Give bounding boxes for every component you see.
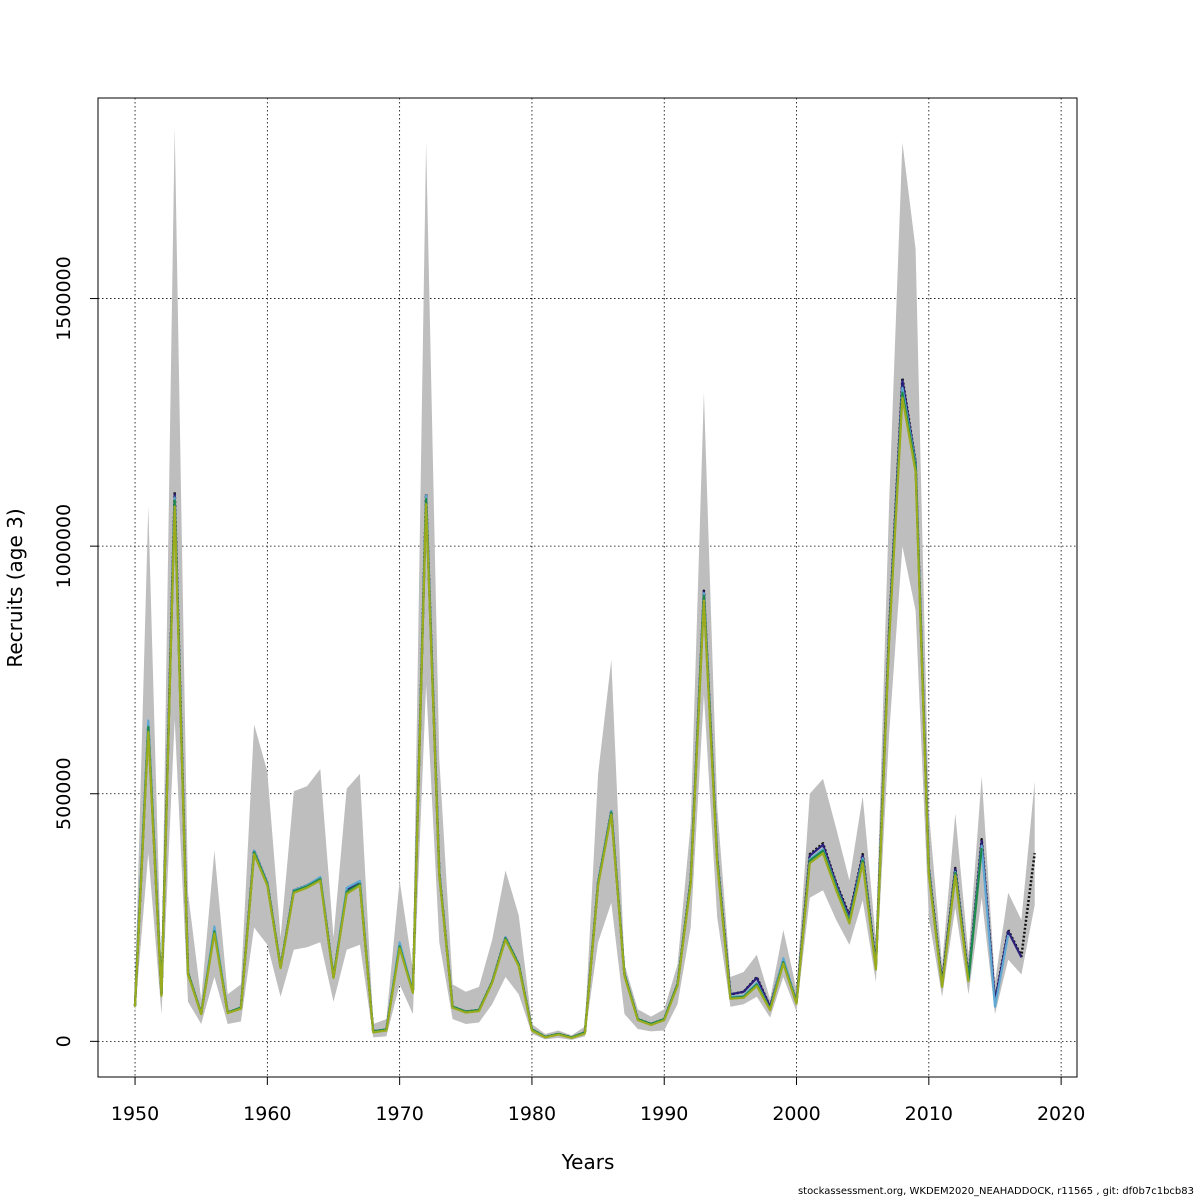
x-axis: 1950 1960 1970 1980 1990 2000 2010 2020 [111,1076,1085,1125]
x-tick-label: 2020 [1037,1103,1085,1125]
footer-credit: stockassessment.org, WKDEM2020_NEAHADDOC… [797,1186,1194,1197]
x-tick-label: 1950 [111,1103,159,1125]
y-axis: 0 500000 1000000 1500000 [53,256,99,1047]
y-tick-label: 1500000 [53,256,75,341]
x-tick-label: 2010 [905,1103,953,1125]
x-tick-label: 1970 [375,1103,423,1125]
confidence-band [135,127,1035,1040]
series-layer [133,376,1036,1040]
x-tick-label: 1990 [640,1103,688,1125]
y-tick-label: 1000000 [53,504,75,589]
y-axis-title: Recruits (age 3) [3,508,27,667]
y-tick-label: 500000 [53,757,75,830]
x-tick-label: 1960 [243,1103,291,1125]
x-axis-title: Years [561,1150,615,1174]
confidence-band-layer [135,127,1035,1040]
x-tick-label: 2000 [772,1103,820,1125]
grid [98,98,1077,1077]
x-tick-label: 1980 [508,1103,556,1125]
series-line-olive [133,396,970,1040]
y-tick-label: 0 [53,1035,75,1047]
